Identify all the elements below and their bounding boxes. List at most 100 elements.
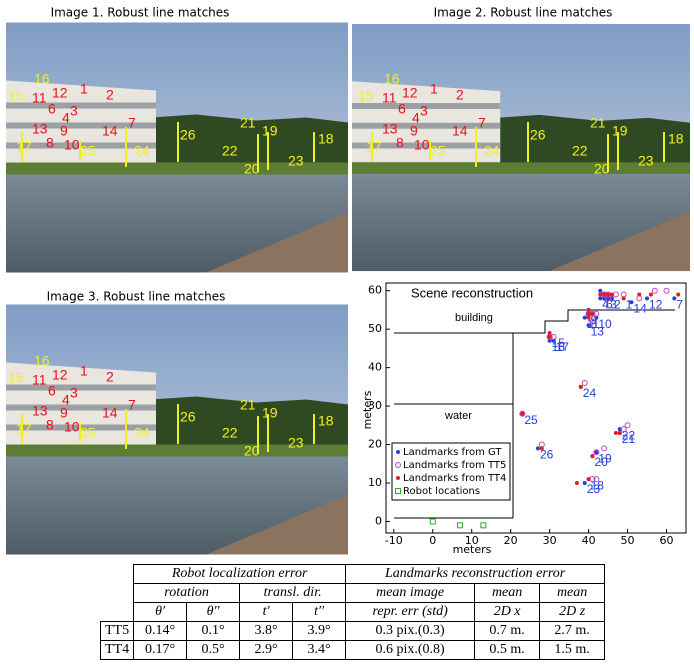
header-cell: repr. err (std) <box>346 603 475 622</box>
table-cell: 3.8° <box>240 622 293 641</box>
point <box>548 335 552 339</box>
table-cell: 2.9° <box>240 641 293 660</box>
point <box>606 293 610 297</box>
match-label: 3 <box>70 103 78 119</box>
chart-title: Scene reconstruction <box>411 285 533 300</box>
match-label: 21 <box>240 397 256 413</box>
match-label: 14 <box>102 123 118 139</box>
point <box>587 477 591 481</box>
point <box>575 481 579 485</box>
header-cell: t′′ <box>293 603 346 622</box>
table-cell: 0.7 m. <box>475 622 540 641</box>
match-label: 19 <box>612 123 628 139</box>
point-label: 22 <box>622 428 636 442</box>
match-label: 12 <box>402 85 418 101</box>
y-tick-label: 0 <box>375 514 382 527</box>
y-tick-label: 50 <box>368 322 382 335</box>
match-label: 14 <box>452 123 468 139</box>
legend-label: Landmarks from GT <box>403 447 502 458</box>
header-cell: θ′′ <box>187 603 240 622</box>
table-cell: 2.7 m. <box>540 622 605 641</box>
match-label: 17 <box>366 139 382 155</box>
header-cell: θ′ <box>134 603 187 622</box>
match-label: 7 <box>128 115 136 131</box>
match-label: 24 <box>484 143 500 159</box>
image-title: Image 2. Robust line matches <box>434 6 613 20</box>
point <box>396 476 400 480</box>
point <box>396 450 400 454</box>
y-tick-label: 60 <box>368 284 382 297</box>
match-label: 14 <box>102 405 118 421</box>
match-label: 2 <box>106 369 114 385</box>
match-label: 16 <box>34 71 50 87</box>
table-cell: 3.4° <box>293 641 346 660</box>
header-cell: t′ <box>240 603 293 622</box>
match-label: 2 <box>456 87 464 103</box>
table-cell: 0.5° <box>187 641 240 660</box>
annotation: building <box>455 312 493 324</box>
point-label: 24 <box>583 386 597 400</box>
header-cell: mean image <box>346 584 475 603</box>
x-tick-label: -10 <box>385 534 403 547</box>
match-label: 11 <box>382 90 397 106</box>
match-label: 6 <box>48 383 56 399</box>
match-label: 20 <box>244 161 260 177</box>
header-cell: rotation <box>134 584 240 603</box>
point <box>602 293 606 297</box>
match-label: 12 <box>52 85 68 101</box>
x-tick-label: 50 <box>621 534 635 547</box>
match-label: 6 <box>398 101 406 117</box>
point-label: 23 <box>587 482 601 496</box>
x-tick-label: 20 <box>504 534 518 547</box>
match-label: 1 <box>430 81 438 97</box>
match-label: 8 <box>46 135 54 151</box>
table-cell: 0.1° <box>187 622 240 641</box>
x-tick-label: 60 <box>660 534 674 547</box>
table-cell: 0.17° <box>134 641 187 660</box>
match-label: 10 <box>64 419 80 435</box>
match-label: 20 <box>244 443 260 459</box>
x-tick-label: 40 <box>582 534 596 547</box>
match-label: 25 <box>80 143 96 159</box>
point <box>548 331 552 335</box>
header-cell: Robot localization error <box>134 565 346 584</box>
match-label: 18 <box>668 131 684 147</box>
table-cell: 0.3 pix.(0.3) <box>346 622 475 641</box>
image-title: Image 1. Robust line matches <box>51 6 230 20</box>
match-label: 25 <box>430 143 446 159</box>
match-label: 17 <box>16 139 32 155</box>
table-cell: 0.6 pix.(0.8) <box>346 641 475 660</box>
match-label: 19 <box>262 123 278 139</box>
image-title: Image 3. Robust line matches <box>47 290 226 304</box>
match-label: 25 <box>80 425 96 441</box>
match-label: 23 <box>638 153 654 169</box>
point-label: 14 <box>633 301 647 315</box>
point-label: 20 <box>594 455 608 469</box>
point <box>587 312 591 316</box>
header-cell: mean <box>540 584 605 603</box>
point <box>587 316 591 320</box>
table-cell: 0.14° <box>134 622 187 641</box>
point <box>587 308 591 312</box>
point <box>637 293 641 297</box>
x-tick-label: 0 <box>429 534 436 547</box>
y-tick-label: 20 <box>368 438 382 451</box>
point <box>618 431 622 435</box>
match-label: 3 <box>70 385 78 401</box>
point <box>622 296 626 300</box>
page: Image 1. Robust line matches161511121264… <box>0 0 694 667</box>
legend-label: Landmarks from TT5 <box>403 460 506 471</box>
match-label: 3 <box>420 103 428 119</box>
match-label: 26 <box>180 409 196 425</box>
match-label: 10 <box>414 137 430 153</box>
match-label: 15 <box>8 370 24 386</box>
match-label: 20 <box>594 161 610 177</box>
header-cell: 2D z <box>540 603 605 622</box>
legend-label: Robot locations <box>403 486 480 497</box>
match-label: 10 <box>64 137 80 153</box>
match-label: 22 <box>222 143 238 159</box>
match-label: 8 <box>396 135 404 151</box>
match-label: 19 <box>262 405 278 421</box>
point <box>520 412 524 416</box>
match-label: 26 <box>180 127 196 143</box>
